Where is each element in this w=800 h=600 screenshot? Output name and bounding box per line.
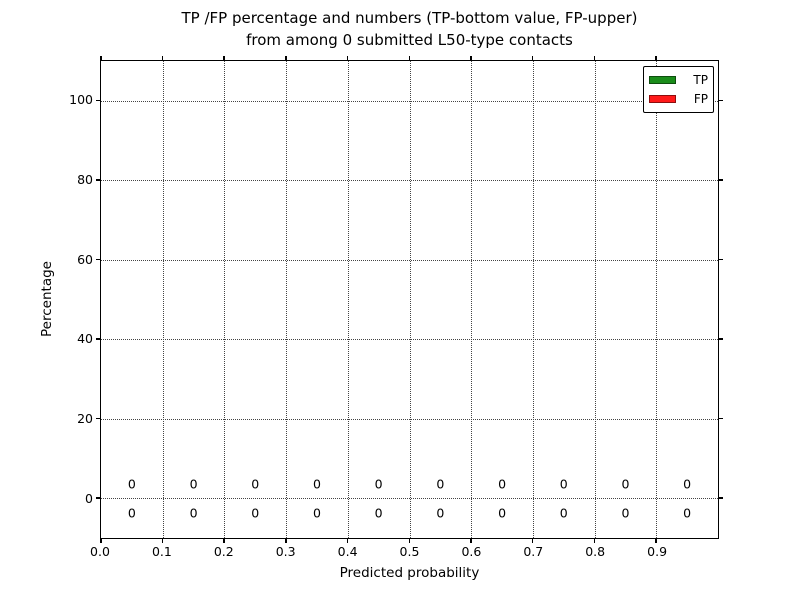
- x-tick-mark: [593, 56, 596, 61]
- y-tick-mark: [718, 179, 723, 181]
- fp-count-annotation: 0: [312, 476, 321, 492]
- grid-line-vertical: [347, 61, 349, 538]
- x-tick-mark: [408, 538, 410, 543]
- grid-line-vertical: [286, 61, 288, 538]
- x-tick-mark: [285, 56, 287, 61]
- y-tick-mark: [718, 99, 723, 102]
- plot-area: 0 0 0 0 0 0 0 0 0 0 0 0 0 0 0 0 0 0 0 0: [96, 56, 723, 543]
- y-tick-mark: [96, 497, 101, 499]
- y-tick-mark: [718, 258, 723, 261]
- y-tick-label: 0: [85, 491, 93, 507]
- tp-count-annotation: 0: [127, 505, 136, 521]
- legend-label: FP: [693, 92, 708, 107]
- y-tick-mark: [96, 99, 101, 102]
- y-tick-label: 60: [77, 251, 93, 267]
- y-tick-label: 20: [77, 411, 93, 427]
- fp-count-annotation: 0: [127, 476, 136, 492]
- y-tick-label: 40: [77, 331, 93, 347]
- grid-line-horizontal: [101, 259, 718, 261]
- tp-count-annotation: 0: [683, 505, 692, 521]
- x-axis-label: Predicted probability: [339, 565, 480, 581]
- x-tick-label: 0.3: [275, 544, 296, 559]
- x-tick-mark: [531, 538, 534, 543]
- grid-line-vertical: [594, 61, 596, 538]
- x-tick-label: 0.8: [585, 544, 606, 559]
- x-tick-label: 0.2: [213, 544, 234, 559]
- y-tick-mark: [718, 497, 723, 499]
- tp-count-annotation: 0: [189, 505, 198, 521]
- grid-line-vertical: [471, 61, 473, 538]
- fp-count-annotation: 0: [683, 476, 692, 492]
- tp-count-annotation: 0: [621, 505, 630, 521]
- y-tick-mark: [96, 179, 101, 181]
- y-tick-mark: [718, 417, 723, 420]
- x-tick-mark: [161, 56, 164, 61]
- x-tick-label: 0.4: [337, 544, 358, 559]
- fp-count-annotation: 0: [251, 476, 260, 492]
- tp-count-annotation: 0: [374, 505, 383, 521]
- x-tick-label: 0.5: [399, 544, 420, 559]
- y-tick-label: 100: [69, 91, 93, 107]
- grid-line-vertical: [656, 61, 658, 538]
- x-tick-mark: [531, 56, 534, 61]
- x-tick-label: 0.1: [151, 544, 172, 559]
- x-tick-mark: [223, 56, 225, 61]
- y-tick-mark: [96, 258, 101, 261]
- x-tick-label: 0.7: [523, 544, 544, 559]
- x-tick-mark: [285, 538, 287, 543]
- x-tick-mark: [223, 538, 225, 543]
- y-tick-mark: [718, 338, 723, 340]
- x-tick-mark: [100, 56, 102, 61]
- tp-count-annotation: 0: [498, 505, 507, 521]
- x-tick-mark: [100, 538, 102, 543]
- x-tick-mark: [161, 538, 164, 543]
- chart-title-line2: from among 0 submitted L50-type contacts: [246, 31, 573, 49]
- y-axis-label: Percentage: [39, 261, 55, 337]
- fp-count-annotation: 0: [374, 476, 383, 492]
- y-tick-mark: [96, 338, 101, 340]
- grid-line-vertical: [532, 61, 534, 538]
- x-tick-mark: [470, 56, 472, 61]
- fp-count-annotation: 0: [621, 476, 630, 492]
- legend-label: TP: [693, 72, 708, 87]
- grid-line-horizontal: [101, 180, 718, 182]
- tp-color-swatch: [649, 75, 676, 84]
- tp-count-annotation: 0: [436, 505, 445, 521]
- legend: TP FP: [643, 66, 714, 113]
- legend-entry-fp: FP: [649, 90, 708, 108]
- grid-line-horizontal: [101, 418, 718, 420]
- legend-entry-tp: TP: [649, 71, 708, 89]
- x-tick-mark: [655, 538, 657, 543]
- y-tick-mark: [96, 417, 101, 420]
- x-tick-label: 0.9: [647, 544, 668, 559]
- chart-title: TP /FP percentage and numbers (TP-bottom…: [100, 7, 719, 51]
- x-tick-mark: [346, 538, 349, 543]
- x-tick-mark: [346, 56, 349, 61]
- grid-line-vertical: [409, 61, 411, 538]
- x-tick-mark: [655, 56, 657, 61]
- fp-count-annotation: 0: [498, 476, 507, 492]
- fp-count-annotation: 0: [559, 476, 568, 492]
- fp-color-swatch: [649, 95, 676, 104]
- x-tick-label: 0.0: [90, 544, 110, 559]
- x-tick-mark: [408, 56, 410, 61]
- y-tick-label: 80: [77, 171, 93, 187]
- tp-count-annotation: 0: [559, 505, 568, 521]
- tp-count-annotation: 0: [312, 505, 321, 521]
- grid-line-horizontal: [101, 498, 718, 500]
- grid-line-vertical: [224, 61, 226, 538]
- tp-count-annotation: 0: [251, 505, 260, 521]
- x-tick-label: 0.6: [461, 544, 482, 559]
- chart-title-line1: TP /FP percentage and numbers (TP-bottom…: [181, 9, 638, 27]
- fp-count-annotation: 0: [189, 476, 198, 492]
- x-tick-mark: [593, 538, 596, 543]
- grid-line-vertical: [162, 61, 164, 538]
- x-tick-mark: [470, 538, 472, 543]
- grid-line-horizontal: [101, 339, 718, 341]
- fp-count-annotation: 0: [436, 476, 445, 492]
- grid-line-horizontal: [101, 100, 718, 102]
